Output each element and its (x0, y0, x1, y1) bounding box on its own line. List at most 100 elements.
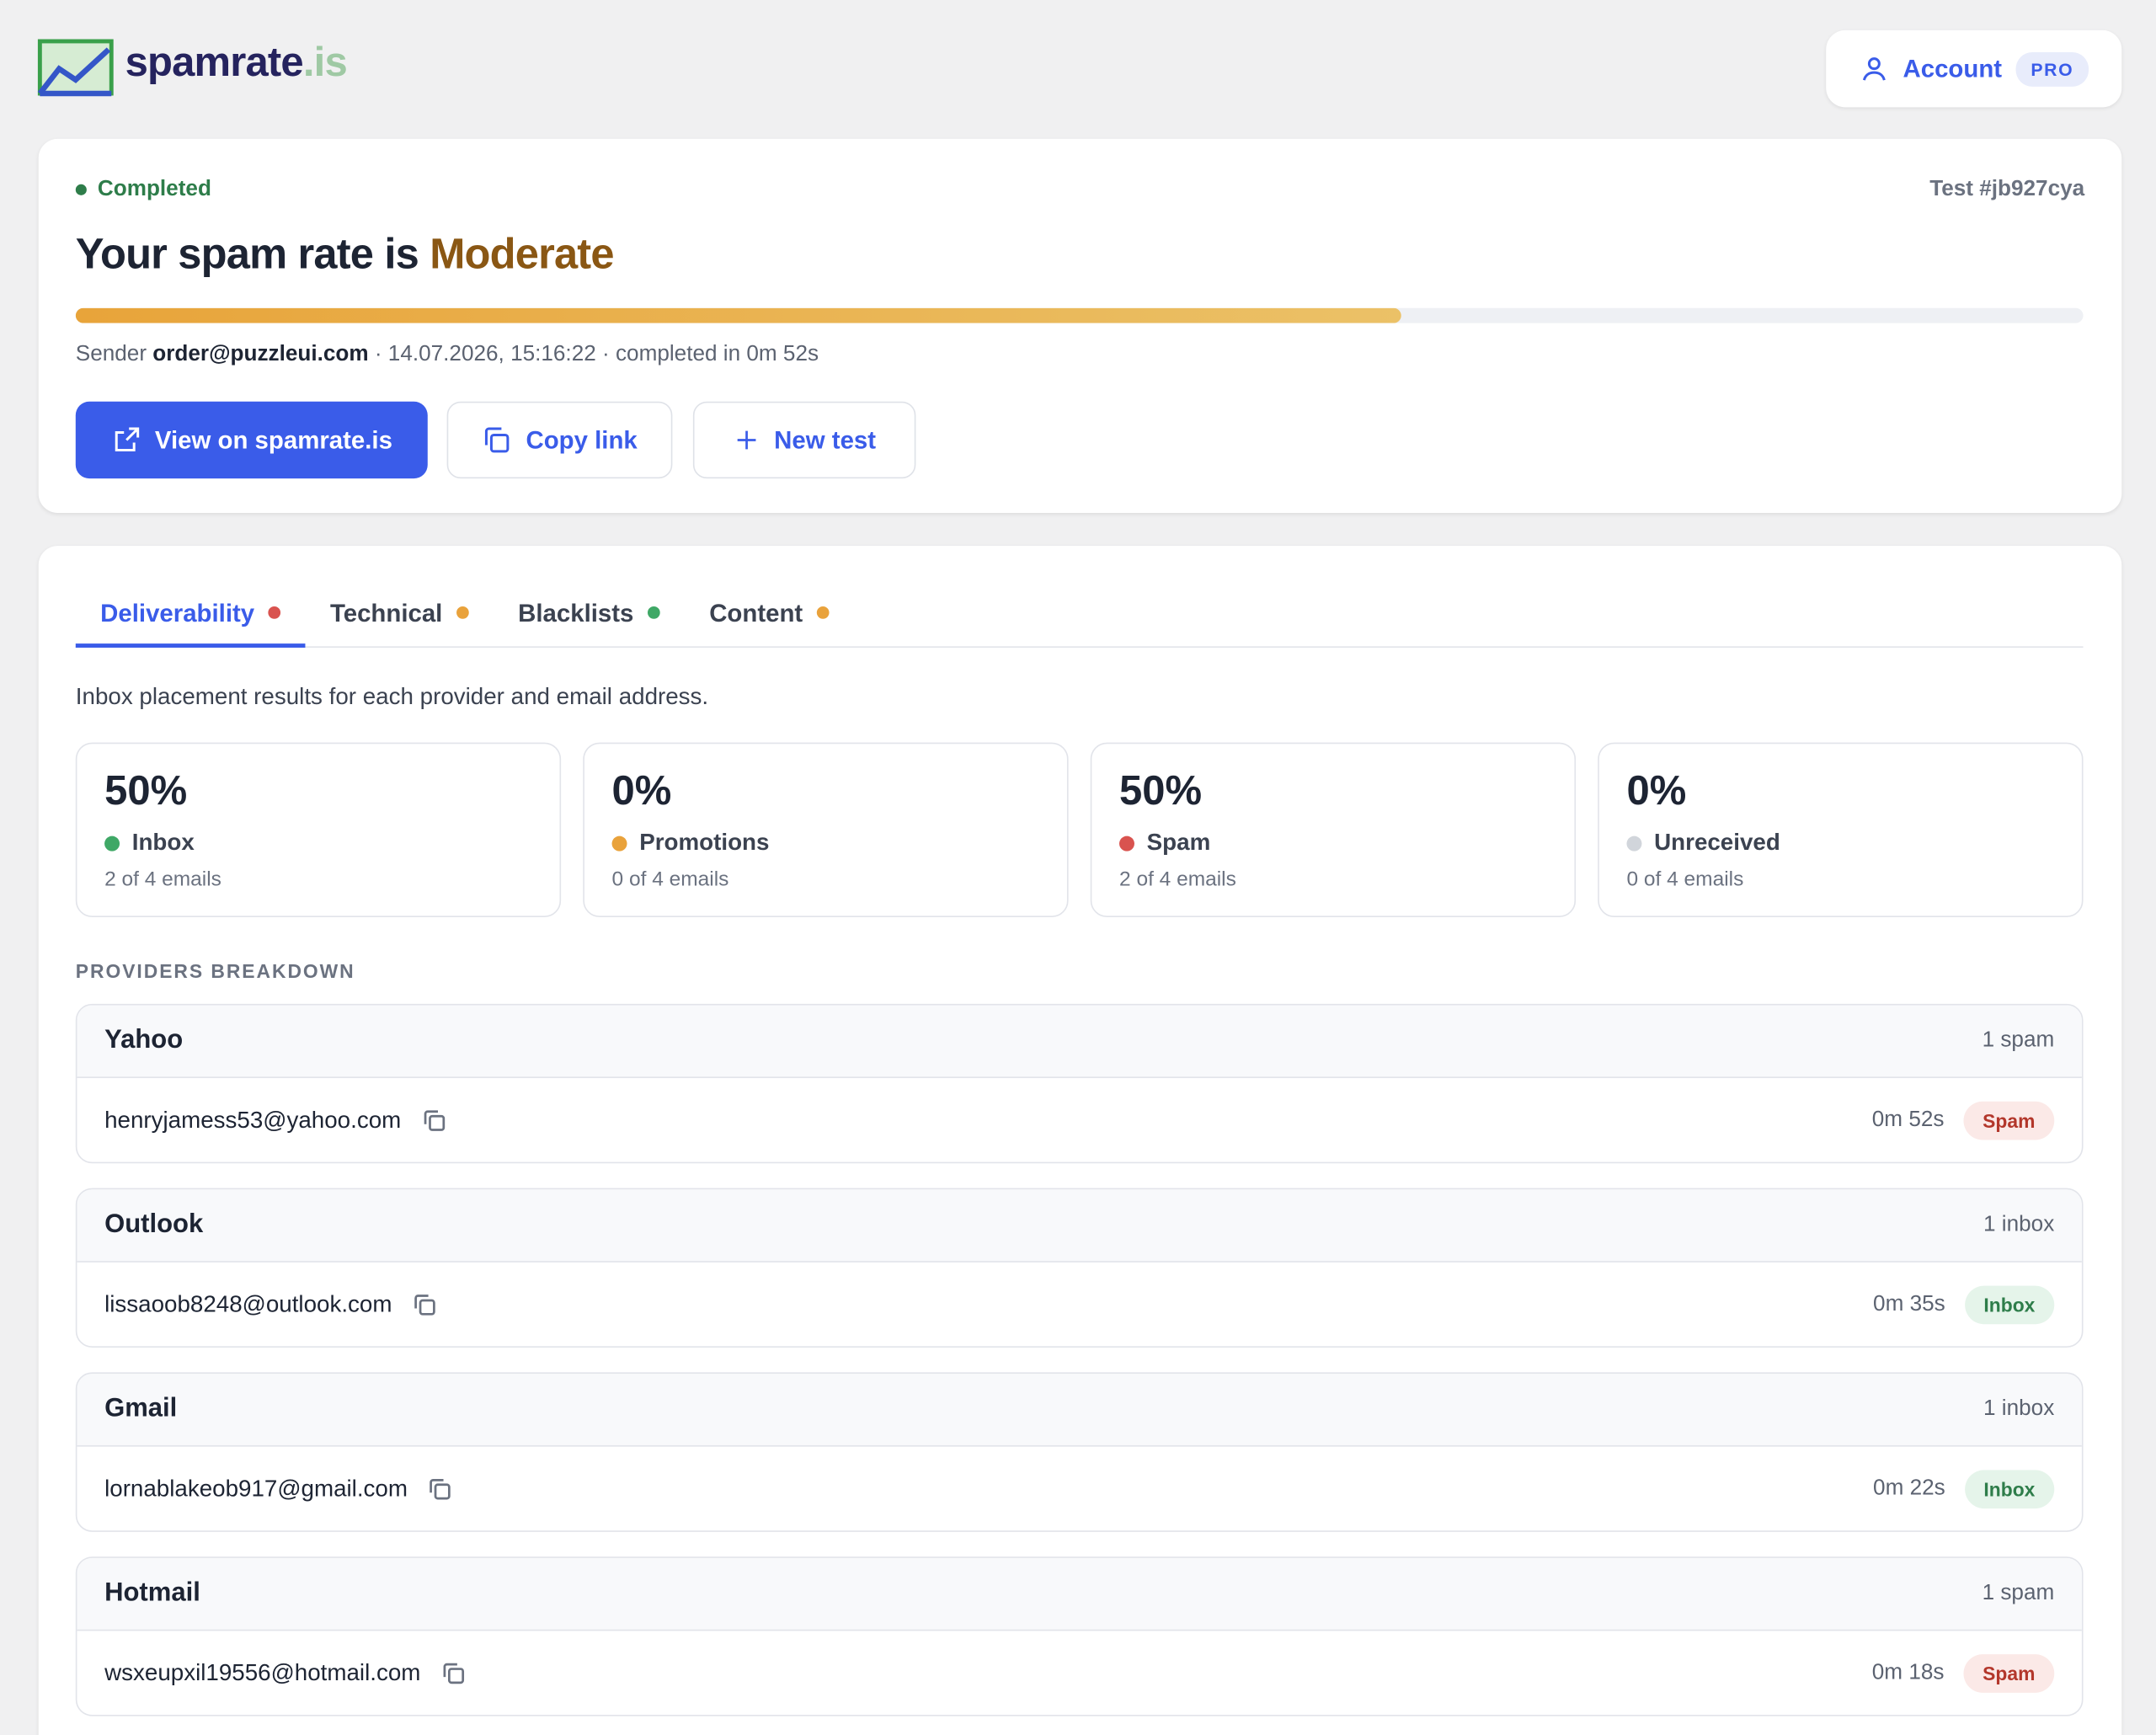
provider-row: wsxeupxil19556@hotmail.com 0m 18s Spam (77, 1631, 2081, 1715)
user-icon (1862, 57, 1886, 81)
stat-label: Unreceived (1654, 829, 1780, 856)
stat-value: 0% (611, 768, 672, 814)
provider-card: Gmail 1 inbox lornablakeob917@gmail.com 0m … (75, 1372, 2084, 1532)
stat-label-row: Unreceived (1626, 830, 2054, 857)
date: 14.07.2026, 15:16:22 (387, 342, 596, 366)
provider-card: Yahoo 1 spam henryjamess53@yahoo.com 0m 52s… (75, 1003, 2084, 1164)
provider-header: Yahoo 1 spam (77, 1005, 2082, 1079)
tab-label: Technical (329, 599, 443, 627)
stat-dot (1119, 835, 1134, 851)
test-id: Test #jb927cya (1929, 177, 2085, 201)
separator: · (374, 342, 382, 366)
status-pill: Inbox (1964, 1470, 2055, 1509)
status-text: Completed (97, 177, 211, 201)
button-label: New test (774, 425, 877, 453)
account-label: Account (1903, 54, 2003, 83)
copy-icon[interactable] (420, 1107, 448, 1134)
tab-label: Content (709, 599, 803, 627)
status-dot (75, 184, 87, 195)
stat-dot (1626, 835, 1642, 851)
provider-name: Outlook (104, 1209, 204, 1240)
tab-dot (816, 606, 830, 619)
progress-bar (75, 307, 1401, 323)
email: wsxeupxil19556@hotmail.com (104, 1659, 421, 1686)
tab[interactable]: Blacklists (494, 587, 685, 648)
email: lornablakeob917@gmail.com (104, 1475, 408, 1502)
headline: Your spam rate is Moderate (76, 230, 615, 280)
summary-card: Completed Test #jb927cya Your spam rate … (38, 138, 2122, 513)
stat-dot (611, 835, 627, 851)
delivery-time: 0m 22s (1873, 1476, 1945, 1501)
copy-icon[interactable] (440, 1660, 467, 1688)
provider-summary: 1 spam (1982, 1028, 2055, 1053)
stat-value: 50% (1119, 768, 1203, 814)
pro-badge: PRO (2015, 51, 2089, 87)
status-pill: Spam (1963, 1101, 2055, 1140)
stat-label: Inbox (131, 829, 195, 856)
tab-label: Deliverability (100, 599, 255, 627)
tab-dot (456, 606, 469, 619)
stat-card: 50% Spam 2 of 4 emails (1090, 742, 1577, 918)
stat-value: 0% (1626, 768, 1687, 814)
account-button[interactable]: Account PRO (1826, 29, 2122, 108)
copy-email[interactable] (440, 1660, 467, 1688)
tab[interactable]: Deliverability (75, 587, 306, 649)
section-title: PROVIDERS BREAKDOWN (75, 959, 355, 982)
provider-name: Hotmail (104, 1578, 200, 1608)
stat-dot (104, 835, 120, 851)
provider-summary: 1 spam (1982, 1581, 2055, 1605)
logo-tld: .is (302, 40, 348, 86)
separator: · (602, 342, 610, 366)
copy-icon[interactable] (411, 1291, 439, 1319)
logo-icon (37, 39, 114, 97)
delivery-time: 0m 35s (1873, 1292, 1945, 1316)
delivery-time: 0m 52s (1871, 1108, 1945, 1132)
meta: Sender order@puzzleui.com · 14.07.2026, … (76, 343, 819, 367)
button-label: View on spamrate.is (154, 425, 392, 453)
new-test-button[interactable]: New test (692, 401, 916, 479)
button-label: Copy link (526, 425, 638, 453)
stat-card: 50% Inbox 2 of 4 emails (75, 742, 562, 918)
delivery-time: 0m 18s (1871, 1661, 1945, 1685)
stat-label-row: Spam (1119, 830, 1547, 857)
description: Inbox placement results for each provide… (75, 683, 709, 710)
status-pill: Spam (1963, 1654, 2055, 1693)
stat-detail: 2 of 4 emails (104, 868, 221, 891)
stat-card: 0% Promotions 0 of 4 emails (583, 742, 1069, 918)
provider-card: Hotmail 1 spam wsxeupxil19556@hotmail.com 0… (75, 1556, 2084, 1716)
copy-button[interactable]: Copy link (446, 401, 673, 479)
copy-email[interactable] (427, 1476, 455, 1503)
provider-header: Gmail 1 inbox (77, 1374, 2082, 1447)
tab-dot (268, 606, 281, 619)
stat-detail: 2 of 4 emails (1119, 868, 1236, 891)
stat-label-row: Promotions (611, 829, 1040, 857)
copy-email[interactable] (420, 1107, 448, 1134)
tab[interactable]: Technical (306, 587, 494, 648)
provider-name: Yahoo (104, 1025, 184, 1055)
logo-text: spamrate.is (125, 40, 348, 87)
sender-label: Sender (75, 342, 147, 366)
details-card: Deliverability Technical Blacklists Content… (38, 546, 2122, 1735)
provider-row: henryjamess53@yahoo.com 0m 52s Spam (77, 1078, 2081, 1162)
copy-email[interactable] (411, 1291, 439, 1319)
stat-label: Promotions (639, 829, 770, 856)
tab-dot (647, 606, 660, 619)
provider-header: Hotmail 1 spam (77, 1557, 2082, 1631)
stat-detail: 0 of 4 emails (611, 868, 729, 891)
provider-summary: 1 inbox (1983, 1213, 2055, 1236)
copy-icon[interactable] (427, 1476, 455, 1503)
plus-icon (737, 430, 756, 450)
sender: order@puzzleui.com (152, 342, 369, 366)
view-button[interactable]: View on spamrate.is (75, 401, 428, 479)
stat-value: 50% (104, 768, 188, 814)
logo-name: spamrate (125, 40, 304, 86)
provider-name: Gmail (104, 1394, 178, 1423)
tab-divider (75, 646, 2084, 649)
email: lissaoob8248@outlook.com (104, 1291, 392, 1318)
duration: completed in 0m 52s (615, 342, 819, 366)
tab[interactable]: Content (685, 587, 854, 648)
email: henryjamess53@yahoo.com (104, 1107, 402, 1134)
status-pill: Inbox (1964, 1285, 2055, 1325)
stat-label-row: Inbox (104, 830, 532, 857)
